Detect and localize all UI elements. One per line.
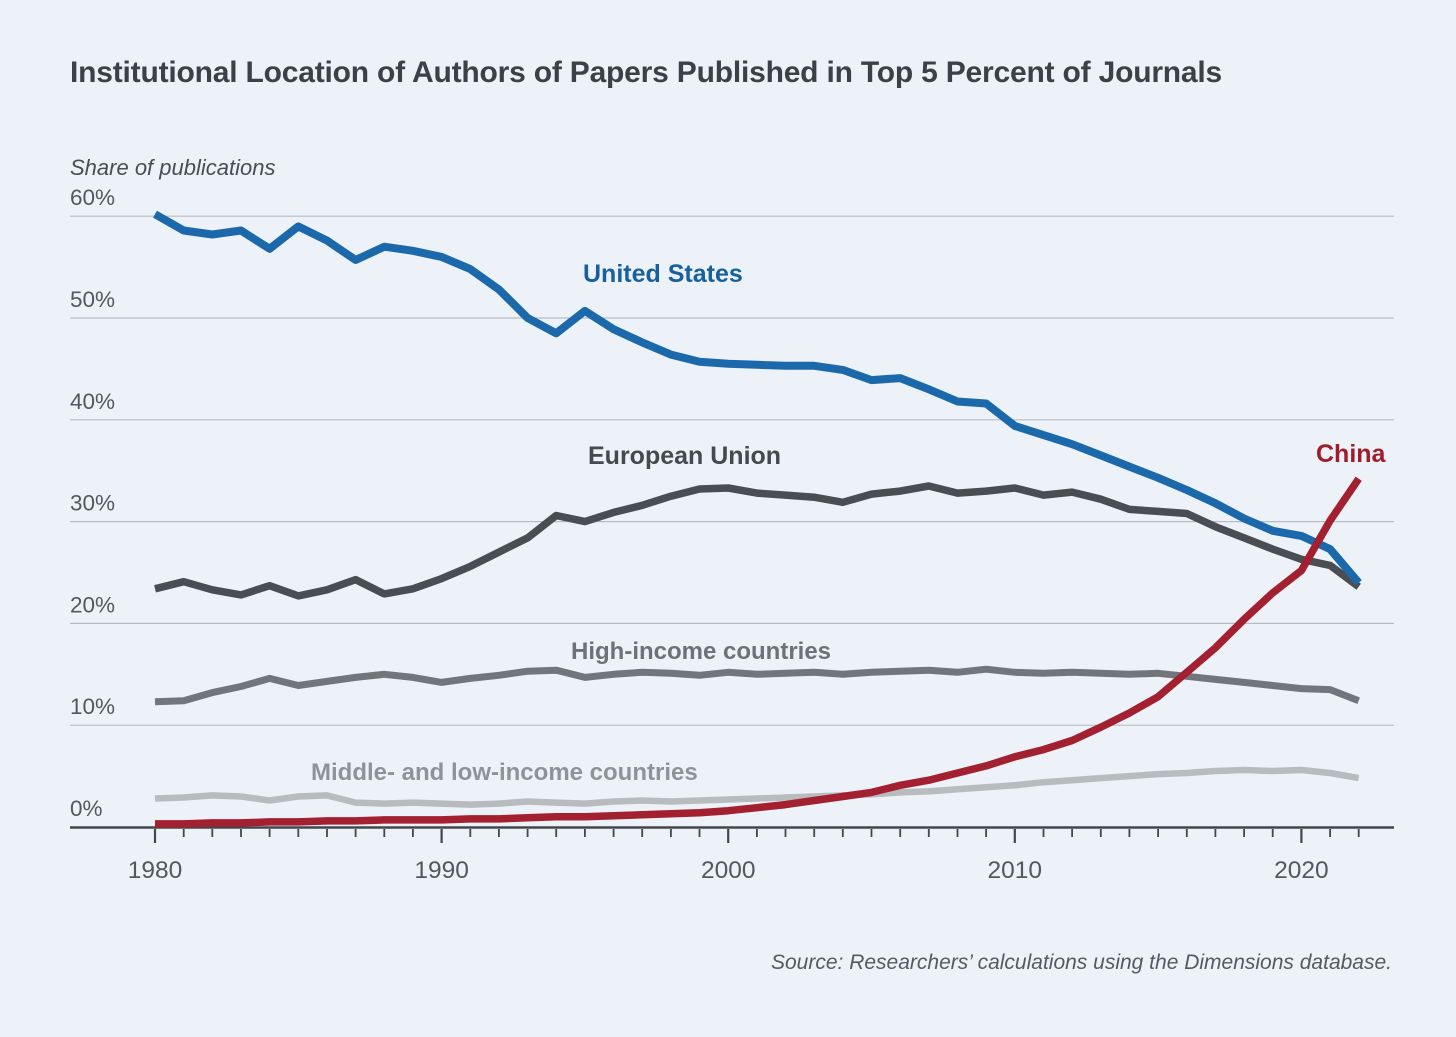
y-tick-label-50: 50% xyxy=(70,287,115,312)
series-line-high-income-countries xyxy=(154,665,1360,706)
y-tick-label-40: 40% xyxy=(70,389,115,414)
y-tick-label-0: 0% xyxy=(70,796,103,821)
series-label-middle-and-low-income-countries: Middle- and low-income countries xyxy=(311,759,698,786)
series-label-united-states: United States xyxy=(583,260,743,288)
y-tick-label-30: 30% xyxy=(70,491,115,516)
series-label-china: China xyxy=(1316,440,1387,468)
source-note: Source: Researchers’ calculations using … xyxy=(770,951,1392,974)
y-tick-label-20: 20% xyxy=(70,592,115,617)
y-axis-title: Share of publications xyxy=(70,155,276,180)
x-tick-label-2010: 2010 xyxy=(988,857,1043,884)
series-line-european-union xyxy=(154,482,1361,600)
y-tick-label-10: 10% xyxy=(70,694,115,719)
x-tick-label-2000: 2000 xyxy=(701,857,756,884)
x-tick-label-1980: 1980 xyxy=(128,857,183,884)
x-tick-label-1990: 1990 xyxy=(414,857,469,884)
series-label-high-income-countries: High-income countries xyxy=(571,638,831,665)
chart-title: Institutional Location of Authors of Pap… xyxy=(70,56,1223,89)
series-line-united-states xyxy=(153,210,1362,586)
series-line-china xyxy=(155,476,1362,828)
series-label-european-union: European Union xyxy=(588,442,781,470)
series-line-middle-and-low-income-countries xyxy=(154,766,1360,808)
x-tick-label-2020: 2020 xyxy=(1274,857,1329,884)
y-tick-label-60: 60% xyxy=(70,185,115,210)
